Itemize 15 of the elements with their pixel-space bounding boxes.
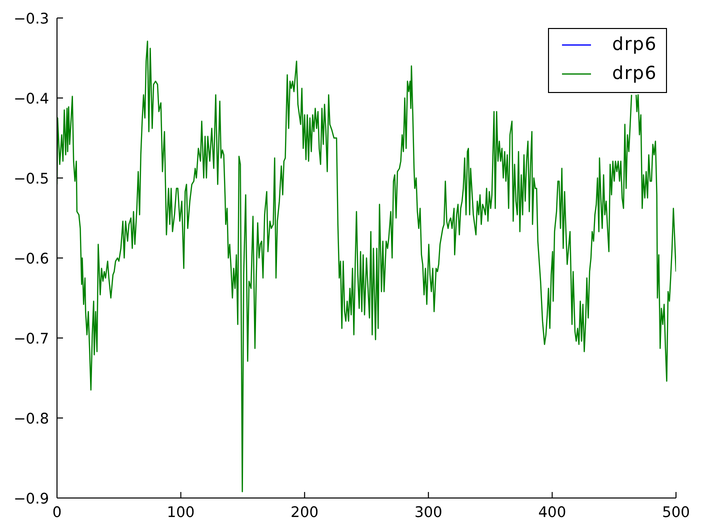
x-tick-label: 0 <box>52 504 62 521</box>
y-tick-label: −0.3 <box>14 10 49 28</box>
x-tick-label: 300 <box>414 504 442 521</box>
y-tick-label: −0.5 <box>14 170 49 188</box>
y-tick-label: −0.8 <box>14 410 49 428</box>
x-tick-label: 400 <box>538 504 566 521</box>
legend-label: drp6 <box>612 63 657 84</box>
y-tick-label: −0.6 <box>14 250 49 268</box>
x-tick-label: 200 <box>290 504 319 521</box>
y-tick-label: −0.9 <box>14 490 49 508</box>
y-tick-label: −0.7 <box>14 330 49 348</box>
y-tick-label: −0.4 <box>14 90 49 108</box>
legend-label: drp6 <box>612 34 657 55</box>
x-tick-label: 500 <box>662 504 690 521</box>
x-tick-label: 100 <box>166 504 195 521</box>
